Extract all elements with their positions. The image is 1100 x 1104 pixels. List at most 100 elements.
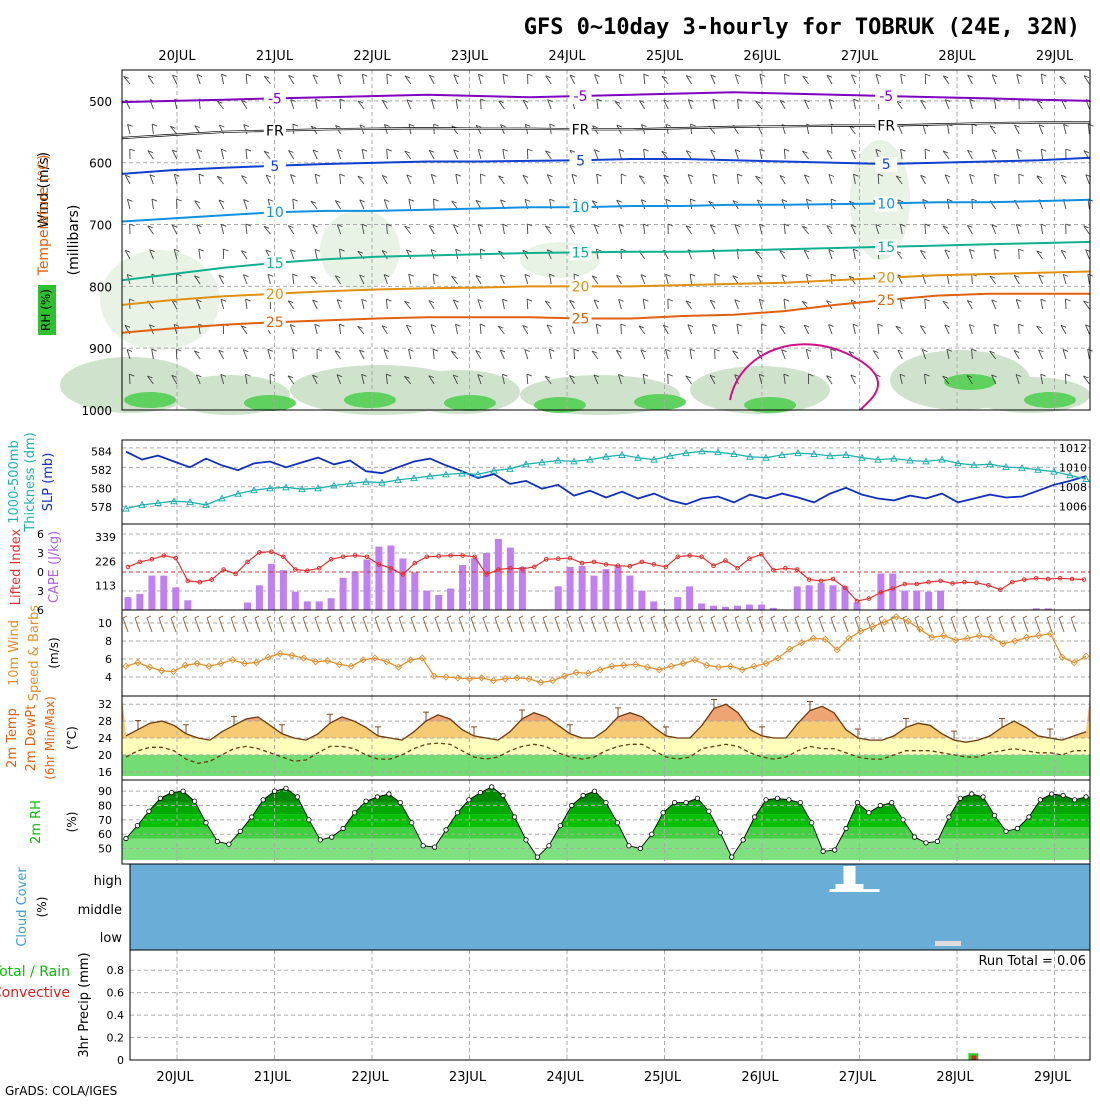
wind-barb — [478, 74, 481, 84]
wind-barb-flag — [171, 616, 175, 618]
wind-barb — [596, 324, 598, 334]
wind-barb — [783, 618, 788, 632]
wind-barb-flag — [615, 616, 619, 618]
rh-point — [1061, 793, 1065, 797]
thickness-axis-label: 1000-500mb — [7, 440, 22, 524]
rh-point — [558, 823, 562, 827]
wind-barb — [433, 274, 434, 284]
wind-barb-flag — [771, 616, 775, 618]
rh-point — [490, 785, 494, 789]
wind-barb-flag — [963, 616, 967, 618]
cape-tick: 113 — [95, 580, 116, 593]
rh-point — [924, 841, 928, 845]
wind-barb-flag — [1041, 74, 1046, 76]
wind-barb-flag — [315, 616, 319, 618]
wind-barb — [663, 618, 668, 632]
wind-barb-flag — [690, 199, 695, 201]
wind-barb — [386, 299, 387, 309]
rh-point — [684, 800, 688, 804]
rh-point — [752, 815, 756, 819]
wind-barb-flag — [503, 74, 508, 76]
bottom-date-label: 21JUL — [254, 1070, 292, 1085]
wind-barb — [503, 74, 504, 84]
wind-barb-flag — [527, 299, 532, 301]
wind-barb — [456, 99, 458, 109]
rh-point — [1027, 815, 1031, 819]
wind-barb-flag — [1019, 249, 1024, 251]
wind-barb-flag — [668, 299, 673, 301]
wind-barb — [987, 618, 992, 632]
wind-barb-flag — [480, 174, 485, 176]
wind-barb — [784, 224, 785, 234]
wind-barb-flag — [819, 616, 823, 618]
wind-barb — [994, 324, 996, 334]
contour-label: 15 — [877, 240, 895, 256]
wind-barb-flag — [939, 616, 943, 618]
cape-bar — [471, 558, 478, 610]
wind-barb-flag — [480, 324, 485, 326]
wind-barb — [555, 618, 560, 632]
wind-barb — [279, 618, 284, 632]
wind-barb — [183, 618, 188, 632]
rh-point — [1084, 795, 1088, 799]
rh-point — [981, 795, 985, 799]
wind-barb — [900, 299, 902, 309]
wind-barb — [1047, 618, 1052, 632]
thickness-axis-label: Thickness (dm) — [23, 432, 38, 532]
wind-barb — [293, 199, 294, 209]
wind-barb-flag — [987, 616, 991, 618]
rh-point — [627, 844, 631, 848]
wind-barb — [994, 174, 996, 184]
wind-barb-flag — [387, 616, 391, 618]
wind-barb — [478, 149, 481, 159]
cape-bar — [268, 564, 275, 610]
wind-tick: 10 — [98, 617, 112, 630]
rh-axis-label: RH (%) — [39, 289, 53, 331]
wind-barb — [806, 349, 808, 359]
minmax-axis-label: (6hr Min/Max) — [43, 696, 57, 780]
rh-point — [1004, 829, 1008, 833]
temp-tick: 24 — [98, 732, 112, 745]
rh-point — [581, 793, 585, 797]
wind-barb — [1088, 349, 1090, 359]
wind-barb — [456, 174, 458, 184]
rh-tick: 90 — [98, 785, 112, 798]
wind-barb-flag — [639, 616, 643, 618]
wind-barb-flag — [927, 616, 931, 618]
wind-barb — [901, 74, 903, 84]
rh-point — [764, 798, 768, 802]
wind-barb-flag — [737, 174, 742, 176]
rh-point — [398, 800, 402, 804]
credit-text: GrADS: COLA/IGES — [5, 1084, 117, 1098]
wind-barb — [784, 149, 785, 159]
wind-barb-flag — [195, 616, 199, 618]
top-date-label: 28JUL — [938, 49, 976, 64]
wind-barb-flag — [687, 616, 691, 618]
top-date-label: 26JUL — [743, 49, 781, 64]
li-axis-label: Lifted Index — [9, 528, 24, 605]
slp-axis-label: SLP (mb) — [41, 453, 56, 512]
rh-point — [375, 795, 379, 799]
temp-band — [122, 755, 1090, 776]
cape-bar — [136, 594, 143, 610]
wind-barb-flag — [231, 616, 235, 618]
wind-barb-flag — [435, 616, 439, 618]
rh-point — [204, 821, 208, 825]
cape-bar — [328, 598, 335, 610]
wind-barb-flag — [784, 299, 789, 301]
rh-point — [970, 792, 974, 796]
li-tick: 3 — [37, 547, 44, 560]
cape-bar — [818, 583, 825, 610]
wind-barb — [434, 199, 435, 209]
wind-barb-flag — [528, 74, 533, 76]
rh-point — [250, 815, 254, 819]
wind-barb — [315, 99, 317, 109]
wind-barb — [327, 618, 332, 632]
wind-barb-flag — [903, 616, 907, 618]
li-tick: 3 — [37, 585, 44, 598]
wind-barb — [807, 618, 812, 632]
rh-point — [730, 855, 734, 859]
cape-bar — [638, 591, 645, 610]
thickness-tick: 580 — [91, 482, 112, 495]
